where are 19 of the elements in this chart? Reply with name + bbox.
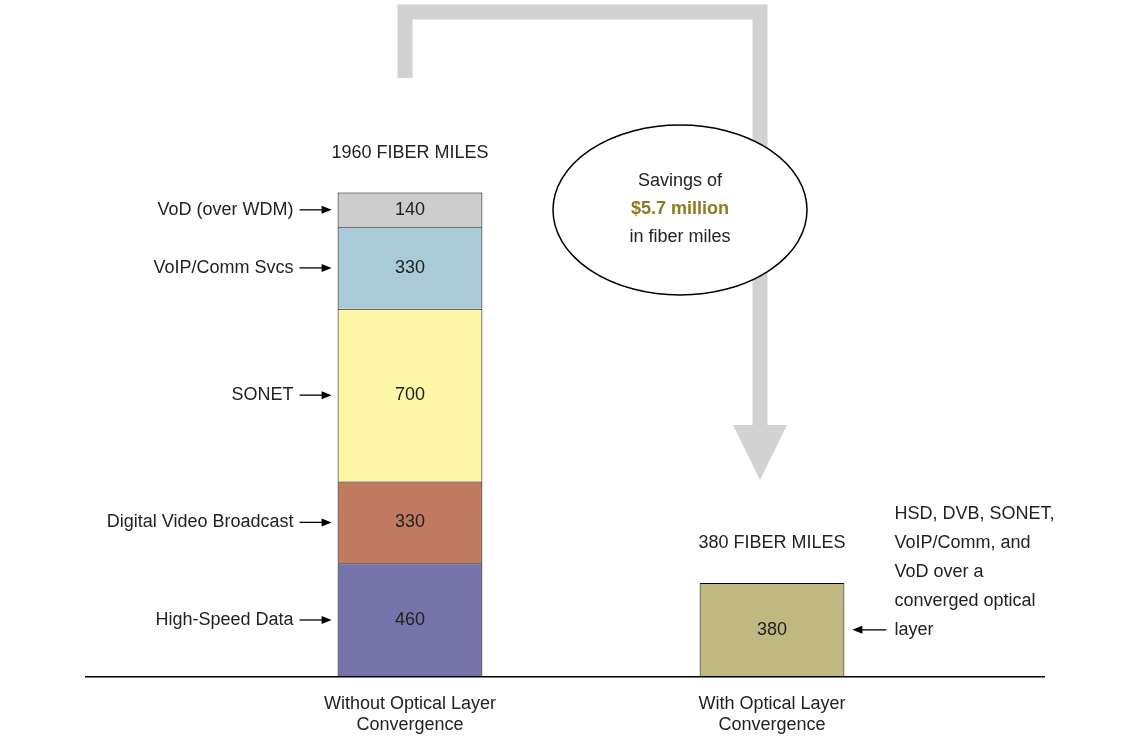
x-tick-label: Without Optical Layer Convergence xyxy=(323,692,497,735)
text: SONET xyxy=(231,384,294,405)
x-tick-label: With Optical Layer Convergence xyxy=(698,692,846,735)
data-label: 330 xyxy=(394,256,426,277)
text: Savings of xyxy=(636,169,724,192)
total-label: 380 FIBER MILES xyxy=(698,531,846,552)
data-label: 330 xyxy=(394,511,426,532)
data-label: 140 xyxy=(394,198,426,219)
text: High-Speed Data xyxy=(155,608,295,629)
annotation: $5.7 million xyxy=(629,197,730,220)
text: HSD, DVB, SONET, VoIP/Comm, and VoD over a converged optical layer xyxy=(894,502,1055,639)
text: VoIP/Comm Svcs xyxy=(153,256,294,277)
annotation: in fiber miles xyxy=(628,225,732,248)
data-label: 700 xyxy=(394,384,426,405)
total-label: 1960 FIBER MILES xyxy=(331,141,489,162)
data-label: 380 xyxy=(756,618,788,639)
text: Digital Video Broadcast xyxy=(106,511,294,532)
text: VoD (over WDM) xyxy=(157,198,294,219)
data-label: 460 xyxy=(394,608,426,629)
